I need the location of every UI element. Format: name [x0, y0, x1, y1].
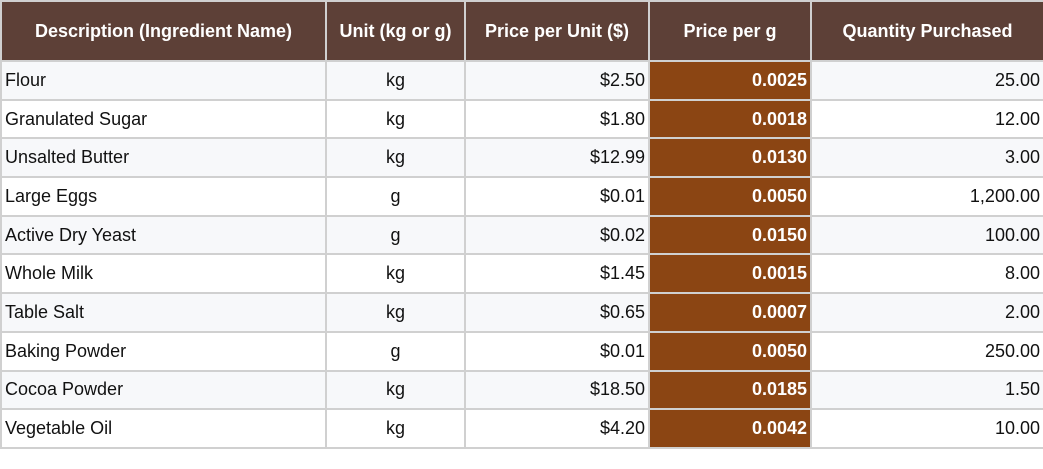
cell-quantity-purchased[interactable]: 10.00 — [810, 408, 1043, 449]
cell-unit[interactable]: kg — [325, 60, 466, 101]
cell-price-per-unit[interactable]: $0.02 — [464, 214, 650, 256]
table-row: Baking Powder g $0.01 0.0050 250.00 — [0, 330, 1043, 372]
cell-price-per-unit[interactable]: $0.65 — [464, 292, 650, 333]
cell-quantity-purchased[interactable]: 1.50 — [810, 369, 1043, 411]
cell-description[interactable]: Cocoa Powder — [0, 369, 327, 411]
cell-price-per-unit[interactable]: $2.50 — [464, 60, 650, 101]
table-row: Active Dry Yeast g $0.02 0.0150 100.00 — [0, 214, 1043, 256]
cell-price-per-unit[interactable]: $4.20 — [464, 408, 650, 449]
header-row: Description (Ingredient Name) Unit (kg o… — [0, 0, 1043, 62]
cell-description[interactable]: Flour — [0, 60, 327, 101]
cell-description[interactable]: Vegetable Oil — [0, 408, 327, 449]
table-row: Whole Milk kg $1.45 0.0015 8.00 — [0, 253, 1043, 295]
table-row: Granulated Sugar kg $1.80 0.0018 12.00 — [0, 98, 1043, 140]
header-unit[interactable]: Unit (kg or g) — [325, 0, 466, 62]
cell-unit[interactable]: kg — [325, 408, 466, 449]
cell-quantity-purchased[interactable]: 8.00 — [810, 253, 1043, 295]
cell-quantity-purchased[interactable]: 25.00 — [810, 60, 1043, 101]
cell-quantity-purchased[interactable]: 1,200.00 — [810, 176, 1043, 217]
cell-description[interactable]: Unsalted Butter — [0, 137, 327, 179]
header-price-per-g[interactable]: Price per g — [648, 0, 812, 62]
cell-price-per-g[interactable]: 0.0185 — [648, 369, 812, 411]
cell-description[interactable]: Whole Milk — [0, 253, 327, 295]
ingredient-price-table: Description (Ingredient Name) Unit (kg o… — [0, 0, 1043, 449]
cell-unit[interactable]: g — [325, 176, 466, 217]
cell-price-per-g[interactable]: 0.0018 — [648, 98, 812, 140]
cell-description[interactable]: Table Salt — [0, 292, 327, 333]
cell-description[interactable]: Granulated Sugar — [0, 98, 327, 140]
table-row: Table Salt kg $0.65 0.0007 2.00 — [0, 292, 1043, 333]
cell-quantity-purchased[interactable]: 250.00 — [810, 330, 1043, 372]
cell-price-per-unit[interactable]: $0.01 — [464, 176, 650, 217]
cell-quantity-purchased[interactable]: 2.00 — [810, 292, 1043, 333]
cell-price-per-g[interactable]: 0.0025 — [648, 60, 812, 101]
cell-price-per-g[interactable]: 0.0050 — [648, 176, 812, 217]
table-row: Large Eggs g $0.01 0.0050 1,200.00 — [0, 176, 1043, 217]
cell-price-per-unit[interactable]: $0.01 — [464, 330, 650, 372]
cell-quantity-purchased[interactable]: 12.00 — [810, 98, 1043, 140]
cell-unit[interactable]: kg — [325, 369, 466, 411]
cell-price-per-g[interactable]: 0.0050 — [648, 330, 812, 372]
cell-quantity-purchased[interactable]: 100.00 — [810, 214, 1043, 256]
cell-price-per-g[interactable]: 0.0007 — [648, 292, 812, 333]
cell-price-per-g[interactable]: 0.0130 — [648, 137, 812, 179]
cell-description[interactable]: Baking Powder — [0, 330, 327, 372]
header-quantity-purchased[interactable]: Quantity Purchased — [810, 0, 1043, 62]
table-row: Flour kg $2.50 0.0025 25.00 — [0, 60, 1043, 101]
cell-unit[interactable]: kg — [325, 253, 466, 295]
cell-price-per-g[interactable]: 0.0015 — [648, 253, 812, 295]
cell-price-per-unit[interactable]: $18.50 — [464, 369, 650, 411]
table-row: Cocoa Powder kg $18.50 0.0185 1.50 — [0, 369, 1043, 411]
cell-unit[interactable]: kg — [325, 98, 466, 140]
cell-description[interactable]: Large Eggs — [0, 176, 327, 217]
cell-description[interactable]: Active Dry Yeast — [0, 214, 327, 256]
cell-price-per-g[interactable]: 0.0042 — [648, 408, 812, 449]
cell-quantity-purchased[interactable]: 3.00 — [810, 137, 1043, 179]
cell-unit[interactable]: g — [325, 330, 466, 372]
cell-price-per-unit[interactable]: $1.80 — [464, 98, 650, 140]
cell-price-per-g[interactable]: 0.0150 — [648, 214, 812, 256]
cell-price-per-unit[interactable]: $1.45 — [464, 253, 650, 295]
cell-unit[interactable]: g — [325, 214, 466, 256]
cell-price-per-unit[interactable]: $12.99 — [464, 137, 650, 179]
table-row: Vegetable Oil kg $4.20 0.0042 10.00 — [0, 408, 1043, 449]
cell-unit[interactable]: kg — [325, 137, 466, 179]
cell-unit[interactable]: kg — [325, 292, 466, 333]
header-description[interactable]: Description (Ingredient Name) — [0, 0, 327, 62]
table-row: Unsalted Butter kg $12.99 0.0130 3.00 — [0, 137, 1043, 179]
header-price-per-unit[interactable]: Price per Unit ($) — [464, 0, 650, 62]
